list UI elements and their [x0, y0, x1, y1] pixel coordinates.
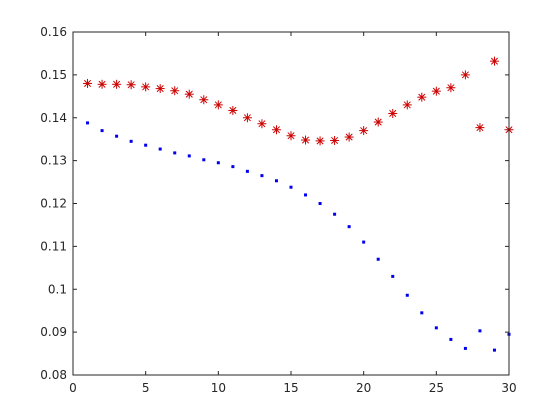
- data-point-dot: [318, 202, 322, 205]
- data-point-dot: [173, 151, 177, 155]
- data-point-dot: [100, 129, 104, 133]
- axis-tick-labels: 0 5 10 15 20 25 30 0.08 0.09 0.1 0.11 0.12 0.13 0.14 0…: [40, 25, 516, 395]
- data-point-dot: [376, 257, 380, 261]
- data-point-dot: [187, 154, 191, 158]
- data-point-asterisk: [257, 119, 267, 129]
- data-point-dot: [202, 158, 206, 162]
- data-point-asterisk: [330, 135, 340, 145]
- data-point-dot: [144, 143, 148, 147]
- data-point-dot: [158, 147, 162, 151]
- data-point-asterisk: [431, 86, 441, 96]
- data-point-asterisk: [460, 70, 470, 80]
- data-point-dot: [391, 274, 395, 278]
- data-point-dot: [420, 311, 424, 315]
- x-tick-label: 30: [501, 381, 516, 395]
- data-point-dot: [478, 329, 482, 333]
- data-point-asterisk: [83, 78, 93, 88]
- x-tick-label: 10: [211, 381, 226, 395]
- data-point-asterisk: [286, 131, 296, 141]
- data-point-asterisk: [97, 79, 107, 89]
- y-tick-label: 0.13: [40, 154, 67, 168]
- data-point-asterisk: [184, 89, 194, 99]
- y-tick-label: 0.14: [40, 111, 67, 125]
- data-point-dot: [304, 193, 308, 197]
- y-tick-label: 0.12: [40, 197, 67, 211]
- data-point-dot: [115, 134, 119, 138]
- data-point-dot: [463, 346, 467, 350]
- data-point-dot: [405, 293, 409, 297]
- data-point-dot: [289, 185, 293, 189]
- data-point-asterisk: [271, 125, 281, 135]
- data-point-dot: [492, 348, 496, 352]
- y-tick-label: 0.16: [40, 25, 67, 39]
- x-tick-label: 20: [356, 381, 371, 395]
- data-point-asterisk: [315, 136, 325, 146]
- data-point-asterisk: [402, 100, 412, 110]
- data-point-dot: [434, 326, 438, 330]
- x-tick-label: 25: [429, 381, 444, 395]
- data-point-asterisk: [242, 113, 252, 123]
- data-series: [83, 56, 514, 352]
- data-point-asterisk: [344, 132, 354, 142]
- data-point-dot: [260, 174, 264, 178]
- x-tick-label: 15: [283, 381, 298, 395]
- data-point-dot: [245, 169, 249, 173]
- data-point-asterisk: [213, 100, 223, 110]
- data-point-asterisk: [359, 126, 369, 136]
- data-point-dot: [347, 225, 351, 229]
- data-point-asterisk: [446, 83, 456, 93]
- data-point-dot: [129, 139, 133, 143]
- data-point-asterisk: [228, 105, 238, 115]
- y-tick-label: 0.15: [40, 68, 67, 82]
- data-point-asterisk: [388, 108, 398, 118]
- data-point-asterisk: [417, 92, 427, 102]
- data-point-asterisk: [155, 84, 165, 94]
- series-1: [83, 56, 514, 146]
- plot-area: [73, 32, 509, 375]
- data-point-dot: [333, 212, 337, 216]
- axes-box: [72, 31, 510, 376]
- data-point-dot: [231, 165, 235, 169]
- x-tick-label: 5: [142, 381, 150, 395]
- data-point-asterisk: [112, 79, 122, 89]
- data-point-dot: [216, 161, 220, 165]
- data-point-asterisk: [489, 56, 499, 66]
- x-tick-label: 0: [69, 381, 77, 395]
- data-point-dot: [274, 179, 278, 183]
- data-point-asterisk: [301, 135, 311, 145]
- data-point-asterisk: [475, 123, 485, 133]
- data-point-dot: [86, 121, 90, 125]
- data-point-dot: [449, 337, 453, 341]
- data-point-asterisk: [373, 117, 383, 127]
- data-point-asterisk: [170, 86, 180, 96]
- data-point-asterisk: [199, 95, 209, 105]
- y-tick-label: 0.08: [40, 368, 67, 382]
- data-point-dot: [362, 240, 366, 244]
- data-point-asterisk: [126, 80, 136, 90]
- y-tick-label: 0.1: [48, 282, 67, 296]
- y-tick-label: 0.11: [40, 239, 67, 253]
- y-tick-label: 0.09: [40, 325, 67, 339]
- data-point-asterisk: [141, 82, 151, 92]
